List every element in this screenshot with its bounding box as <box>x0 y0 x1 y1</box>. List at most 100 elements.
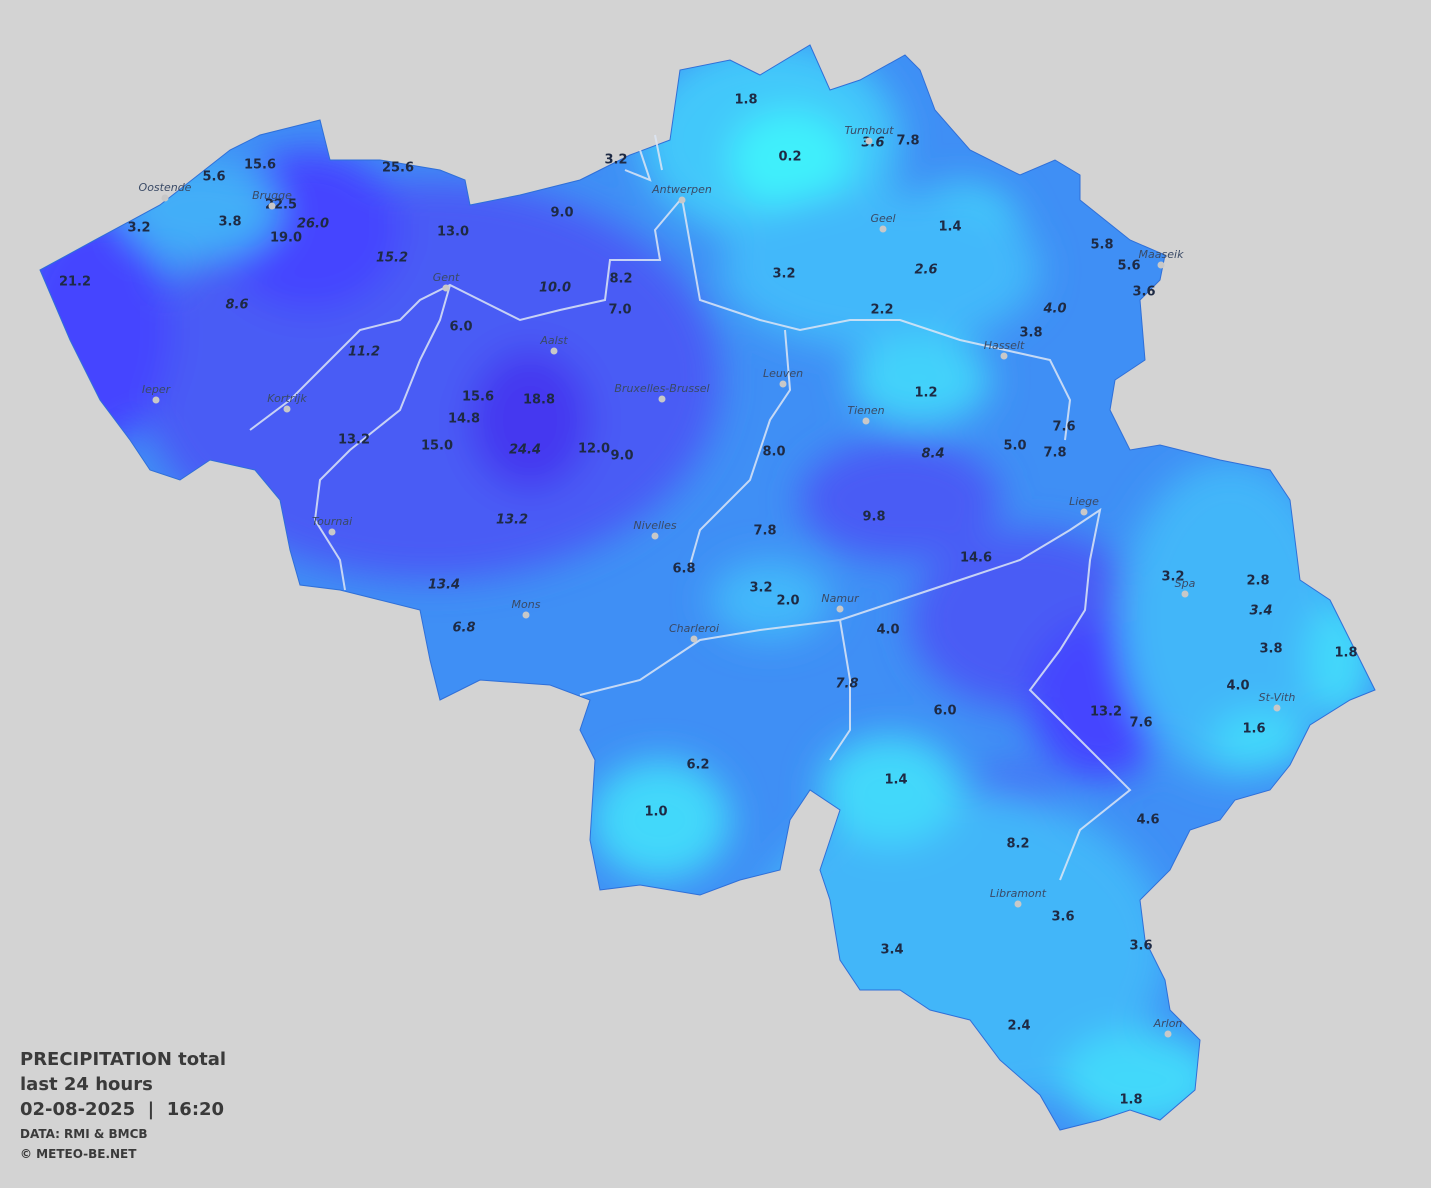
city-dot <box>658 395 666 403</box>
city-name: Namur <box>821 592 860 605</box>
rivers <box>249 134 1132 881</box>
station-value: 1.0 <box>644 805 667 820</box>
city-name: Tienen <box>847 404 884 417</box>
city-dot <box>1273 704 1281 712</box>
city-dot <box>879 225 887 233</box>
station-values: 1.80.23.27.83.615.65.625.622.526.03.83.2… <box>59 93 1358 1108</box>
station-value: 2.4 <box>1007 1019 1030 1034</box>
station-value: 7.8 <box>1043 446 1066 461</box>
credit: © METEO-BE.NET <box>20 1147 137 1161</box>
city-name: Oostende <box>139 181 192 194</box>
city-name: Ieper <box>142 383 172 396</box>
city-name: Tournai <box>312 515 352 528</box>
city-name: St-Vith <box>1259 691 1296 704</box>
station-value: 8.0 <box>762 445 785 460</box>
station-value: 3.6 <box>1132 285 1155 300</box>
station-value: 15.6 <box>244 158 276 173</box>
station-value: 8.4 <box>921 447 944 462</box>
station-value: 3.8 <box>218 215 241 230</box>
station-value: 12.0 <box>578 442 610 457</box>
station-value: 1.2 <box>914 386 937 401</box>
city-dot <box>152 396 160 404</box>
city-dot <box>328 528 336 536</box>
station-value: 2.0 <box>776 594 799 609</box>
city-name: Arlon <box>1153 1017 1183 1030</box>
station-value: 18.8 <box>523 393 555 408</box>
station-value: 15.6 <box>462 390 494 405</box>
station-value: 2.6 <box>914 263 937 278</box>
station-value: 1.4 <box>884 773 907 788</box>
city-name: Charleroi <box>669 622 719 635</box>
station-value: 4.0 <box>1226 679 1249 694</box>
station-value: 2.2 <box>870 303 893 318</box>
station-value: 19.0 <box>270 231 302 246</box>
station-value: 3.6 <box>1129 939 1152 954</box>
city-dot <box>1014 900 1022 908</box>
station-value: 13.0 <box>437 225 469 240</box>
station-value: 9.8 <box>862 510 885 525</box>
station-value: 3.6 <box>1051 910 1074 925</box>
title-line: PRECIPITATION total <box>20 1049 226 1070</box>
station-value: 15.2 <box>376 251 408 266</box>
city-name: Nivelles <box>633 519 676 532</box>
city-dot <box>1157 261 1165 269</box>
city-name: Bruxelles-Brussel <box>614 382 709 395</box>
station-value: 9.0 <box>550 206 573 221</box>
station-value: 3.2 <box>772 267 795 282</box>
title-line: last 24 hours <box>20 1074 153 1095</box>
station-value: 9.0 <box>610 449 633 464</box>
station-value: 6.0 <box>933 704 956 719</box>
city-name: Maaseik <box>1139 248 1185 261</box>
station-value: 15.0 <box>421 439 453 454</box>
station-value: 1.8 <box>734 93 757 108</box>
title-line: 02-08-2025 | 16:20 <box>20 1099 224 1120</box>
city-name: Gent <box>433 271 460 284</box>
station-value: 1.4 <box>938 220 961 235</box>
station-value: 1.8 <box>1119 1093 1142 1108</box>
station-value: 14.6 <box>960 551 992 566</box>
station-value: 3.4 <box>1249 604 1272 619</box>
station-value: 6.8 <box>672 562 695 577</box>
city-dot <box>283 405 291 413</box>
station-value: 3.2 <box>1161 570 1184 585</box>
city-dot <box>651 532 659 540</box>
station-value: 3.2 <box>749 581 772 596</box>
city-dot <box>836 605 844 613</box>
city-dot <box>1080 508 1088 516</box>
city-dot <box>550 347 558 355</box>
station-value: 5.6 <box>1117 259 1140 274</box>
city-name: Spa <box>1175 577 1196 590</box>
station-value: 3.2 <box>604 153 627 168</box>
legend-title: PRECIPITATION total last 24 hours 02-08-… <box>20 1049 226 1161</box>
station-value: 1.8 <box>1334 646 1357 661</box>
station-value: 6.8 <box>452 621 475 636</box>
station-value: 2.8 <box>1246 574 1269 589</box>
city-dot <box>442 284 450 292</box>
station-value: 11.2 <box>348 345 380 360</box>
station-value: 26.0 <box>297 217 329 232</box>
station-value: 25.6 <box>382 161 414 176</box>
city-dot <box>1181 590 1189 598</box>
station-value: 1.6 <box>1242 722 1265 737</box>
station-value: 5.8 <box>1090 238 1113 253</box>
city-name: Aalst <box>539 334 568 347</box>
station-value: 13.2 <box>338 433 370 448</box>
city-dot <box>678 196 686 204</box>
city-name: Liege <box>1069 495 1099 508</box>
station-value: 3.2 <box>127 221 150 236</box>
station-value: 10.0 <box>539 281 571 296</box>
city-dot <box>1000 352 1008 360</box>
station-value: 4.0 <box>1042 302 1066 317</box>
city-name: Leuven <box>763 367 803 380</box>
station-value: 21.2 <box>59 275 91 290</box>
city-dot <box>268 202 276 210</box>
station-value: 7.6 <box>1052 420 1075 435</box>
city-name: Libramont <box>990 887 1047 900</box>
station-value: 3.4 <box>880 943 903 958</box>
station-value: 7.8 <box>896 134 919 149</box>
station-value: 8.2 <box>1006 837 1029 852</box>
city-dot <box>865 137 873 145</box>
station-value: 8.6 <box>225 298 248 313</box>
station-value: 24.4 <box>509 443 541 458</box>
station-value: 7.6 <box>1129 716 1152 731</box>
